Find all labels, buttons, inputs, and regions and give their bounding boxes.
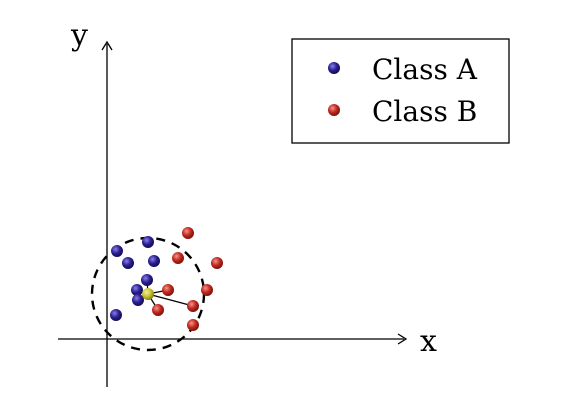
class-b-point-7 [187, 319, 199, 331]
legend-label-class-b: Class B [372, 95, 477, 128]
class-b-point-5 [187, 300, 199, 312]
class-a-point-5 [131, 284, 143, 296]
legend-label-class-a: Class A [372, 53, 478, 86]
x-axis-arrowhead [397, 333, 408, 345]
legend-box [291, 38, 510, 144]
class-a-point-2 [122, 257, 134, 269]
legend-swatch-class-a [328, 62, 340, 74]
class-a-point-3 [148, 255, 160, 267]
legend: Class A Class B [291, 38, 510, 144]
class-a-point-4 [141, 274, 153, 286]
class-b-point-2 [211, 257, 223, 269]
class-b-point-0 [182, 227, 194, 239]
query-point-group [142, 288, 154, 300]
class-b-point-6 [152, 304, 164, 316]
class-a-point-0 [111, 245, 123, 257]
class-b-point-4 [201, 284, 213, 296]
class-a-point-1 [142, 236, 154, 248]
query-point [142, 288, 154, 300]
neighbor-link-5 [147, 293, 194, 307]
y-axis-label: y [70, 18, 88, 53]
class-a-point-6 [132, 294, 144, 306]
class-a-points [110, 236, 160, 321]
y-axis-arrowhead [101, 40, 113, 51]
class-b-point-1 [172, 252, 184, 264]
class-b-points [152, 227, 223, 331]
legend-swatch-class-b [328, 104, 340, 116]
class-a-point-7 [110, 309, 122, 321]
x-axis-label: x [420, 324, 437, 359]
axes: x y [58, 18, 437, 387]
class-b-point-3 [162, 284, 174, 296]
